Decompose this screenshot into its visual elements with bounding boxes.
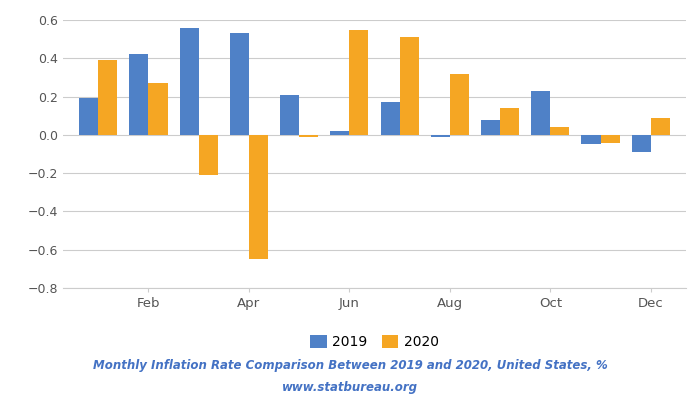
- Bar: [330, 131, 349, 135]
- Bar: [249, 135, 268, 259]
- Bar: [400, 37, 419, 135]
- Bar: [180, 28, 199, 135]
- Bar: [79, 98, 98, 135]
- Bar: [500, 108, 519, 135]
- Bar: [582, 135, 601, 144]
- Bar: [98, 60, 118, 135]
- Legend: 2019, 2020: 2019, 2020: [304, 330, 444, 355]
- Bar: [299, 135, 318, 137]
- Bar: [651, 118, 670, 135]
- Bar: [381, 102, 400, 135]
- Bar: [199, 135, 218, 175]
- Bar: [430, 135, 450, 137]
- Bar: [481, 120, 500, 135]
- Bar: [230, 33, 249, 135]
- Text: www.statbureau.org: www.statbureau.org: [282, 382, 418, 394]
- Bar: [280, 95, 299, 135]
- Bar: [130, 54, 148, 135]
- Bar: [601, 135, 620, 142]
- Bar: [450, 74, 469, 135]
- Bar: [550, 127, 569, 135]
- Text: Monthly Inflation Rate Comparison Between 2019 and 2020, United States, %: Monthly Inflation Rate Comparison Betwee…: [92, 360, 608, 372]
- Bar: [631, 135, 651, 152]
- Bar: [349, 30, 368, 135]
- Bar: [531, 91, 550, 135]
- Bar: [148, 83, 167, 135]
